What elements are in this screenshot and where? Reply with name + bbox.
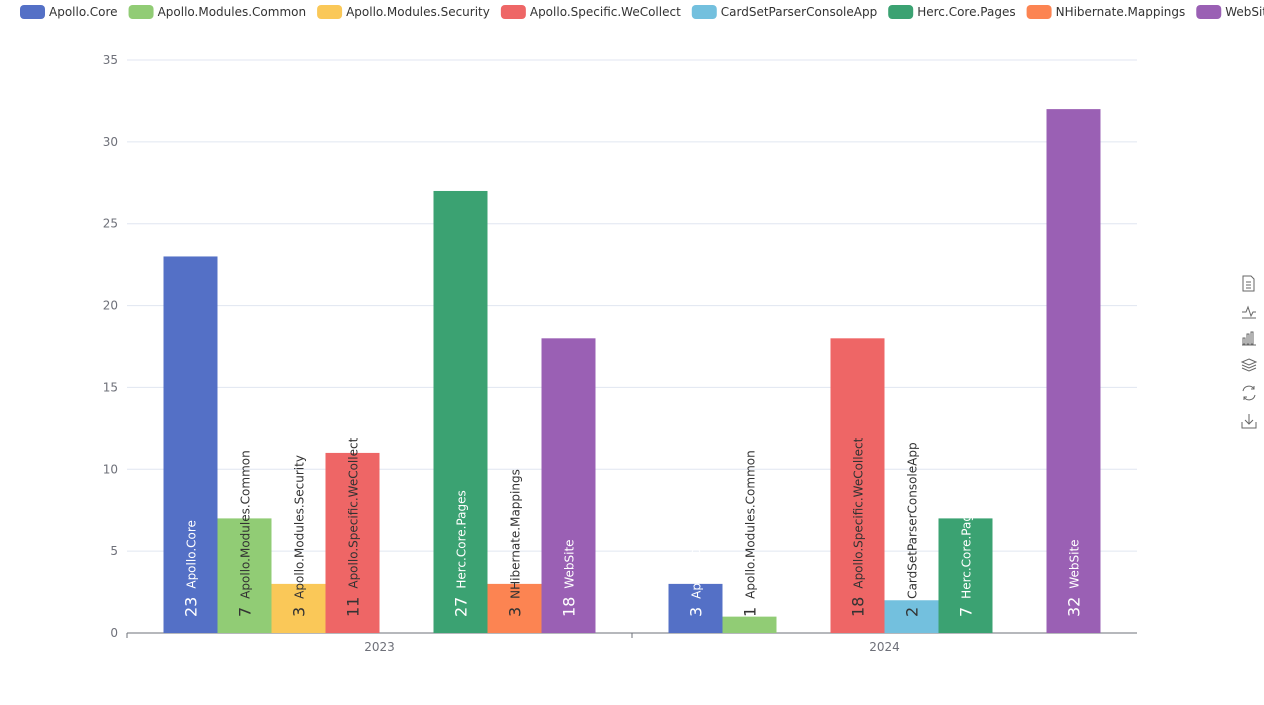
bar-series-label: Apollo.Specific.WeCollect [852, 437, 866, 588]
bar-series-label: WebSite [1068, 539, 1082, 588]
y-tick-label: 25 [103, 217, 118, 231]
bar-value-label: 3 [687, 607, 706, 617]
bar-label: 18 Apollo.Specific.WeCollect [849, 437, 868, 617]
legend-label: Apollo.Specific.WeCollect [530, 5, 681, 19]
bar-label: 3 Apollo.Modules.Security [290, 455, 309, 617]
y-tick-label: 0 [110, 626, 118, 640]
bar [271, 583, 326, 633]
y-tick-label: 5 [110, 544, 118, 558]
y-tick-label: 35 [103, 53, 118, 67]
bar [541, 338, 596, 633]
x-tick-label: 2023 [364, 640, 395, 654]
bar [884, 600, 939, 633]
bar-value-label: 18 [560, 597, 579, 617]
legend-swatch [317, 5, 343, 19]
bar [163, 256, 218, 633]
bar-series-label: Apollo.Core [185, 520, 199, 589]
bar [668, 583, 723, 633]
legend-label: Herc.Core.Pages [917, 5, 1015, 19]
bar-label: 3 Apollo.Core [687, 530, 706, 617]
bar-value-label: 2 [903, 607, 922, 617]
bar [722, 616, 777, 633]
bar-value-label: 3 [290, 607, 309, 617]
bar-label: 3 NHibernate.Mappings [506, 469, 525, 617]
bar-series-label: CardSetParserConsoleApp [906, 442, 920, 598]
legend-swatch [888, 5, 914, 19]
data-view-button[interactable] [1242, 275, 1255, 292]
toolbox [1240, 275, 1258, 429]
bar [830, 338, 885, 633]
bar-series-label: Apollo.Modules.Common [744, 450, 758, 599]
bar-series-label: Herc.Core.Pages [455, 490, 469, 588]
legend-swatch [20, 5, 45, 19]
save-button[interactable] [1241, 414, 1257, 429]
bar-button[interactable] [1242, 331, 1256, 346]
bar-label: 2 CardSetParserConsoleApp [903, 442, 922, 617]
bar-series-label: Apollo.Modules.Common [239, 450, 253, 599]
bar-series-label: WebSite [563, 539, 577, 588]
line-button[interactable] [1242, 305, 1256, 319]
bar-value-label: 27 [452, 597, 471, 617]
bar-value-label: 1 [741, 607, 760, 617]
legend-label: Apollo.Modules.Common [158, 5, 307, 19]
bar-value-label: 23 [182, 597, 201, 617]
bar [325, 452, 380, 633]
legend-swatch [1026, 5, 1052, 19]
bar [487, 583, 542, 633]
restore-button[interactable] [1242, 385, 1256, 401]
legend-label: NHibernate.Mappings [1056, 5, 1186, 19]
legend-label: CardSetParserConsoleApp [721, 5, 877, 19]
y-tick-label: 15 [103, 380, 118, 394]
bar-series-label: Apollo.Core [690, 530, 704, 599]
bar-value-label: 18 [849, 597, 868, 617]
legend-swatch [1196, 5, 1222, 19]
bar [217, 518, 272, 633]
bar-value-label: 3 [506, 607, 525, 617]
bar-label: 27 Herc.Core.Pages [452, 490, 471, 617]
bar-value-label: 7 [236, 607, 255, 617]
bar-label: 7 Apollo.Modules.Common [236, 450, 255, 617]
legend-label: WebSite [1225, 5, 1264, 19]
legend-swatch [128, 5, 154, 19]
y-tick-label: 20 [103, 299, 118, 313]
legend-swatch [691, 5, 717, 19]
bar-label: 11 Apollo.Specific.WeCollect [344, 437, 363, 617]
bar-value-label: 11 [344, 597, 363, 617]
x-tick-label: 2024 [869, 640, 900, 654]
bar-series-label: NHibernate.Mappings [509, 469, 523, 599]
bar-value-label: 32 [1065, 597, 1084, 617]
legend-label: Apollo.Core [49, 5, 118, 19]
bar-series-label: Apollo.Specific.WeCollect [347, 437, 361, 588]
bar [1046, 109, 1101, 634]
bar [938, 518, 993, 633]
bar-series-label: Herc.Core.Pages [960, 500, 974, 598]
bar-label: 18 WebSite [560, 539, 579, 617]
legend-label: Apollo.Modules.Security [346, 5, 490, 19]
bar-label: 1 Apollo.Modules.Common [741, 450, 760, 617]
bar-label: 32 WebSite [1065, 539, 1084, 617]
y-tick-label: 10 [103, 462, 118, 476]
stack-button[interactable] [1240, 358, 1258, 372]
y-tick-label: 30 [103, 135, 118, 149]
bar-series-label: Apollo.Modules.Security [293, 455, 307, 599]
bar-label: 23 Apollo.Core [182, 520, 201, 617]
bar [433, 190, 488, 633]
bar-value-label: 7 [957, 607, 976, 617]
bar-label: 7 Herc.Core.Pages [957, 500, 976, 617]
legend-swatch [500, 5, 526, 19]
